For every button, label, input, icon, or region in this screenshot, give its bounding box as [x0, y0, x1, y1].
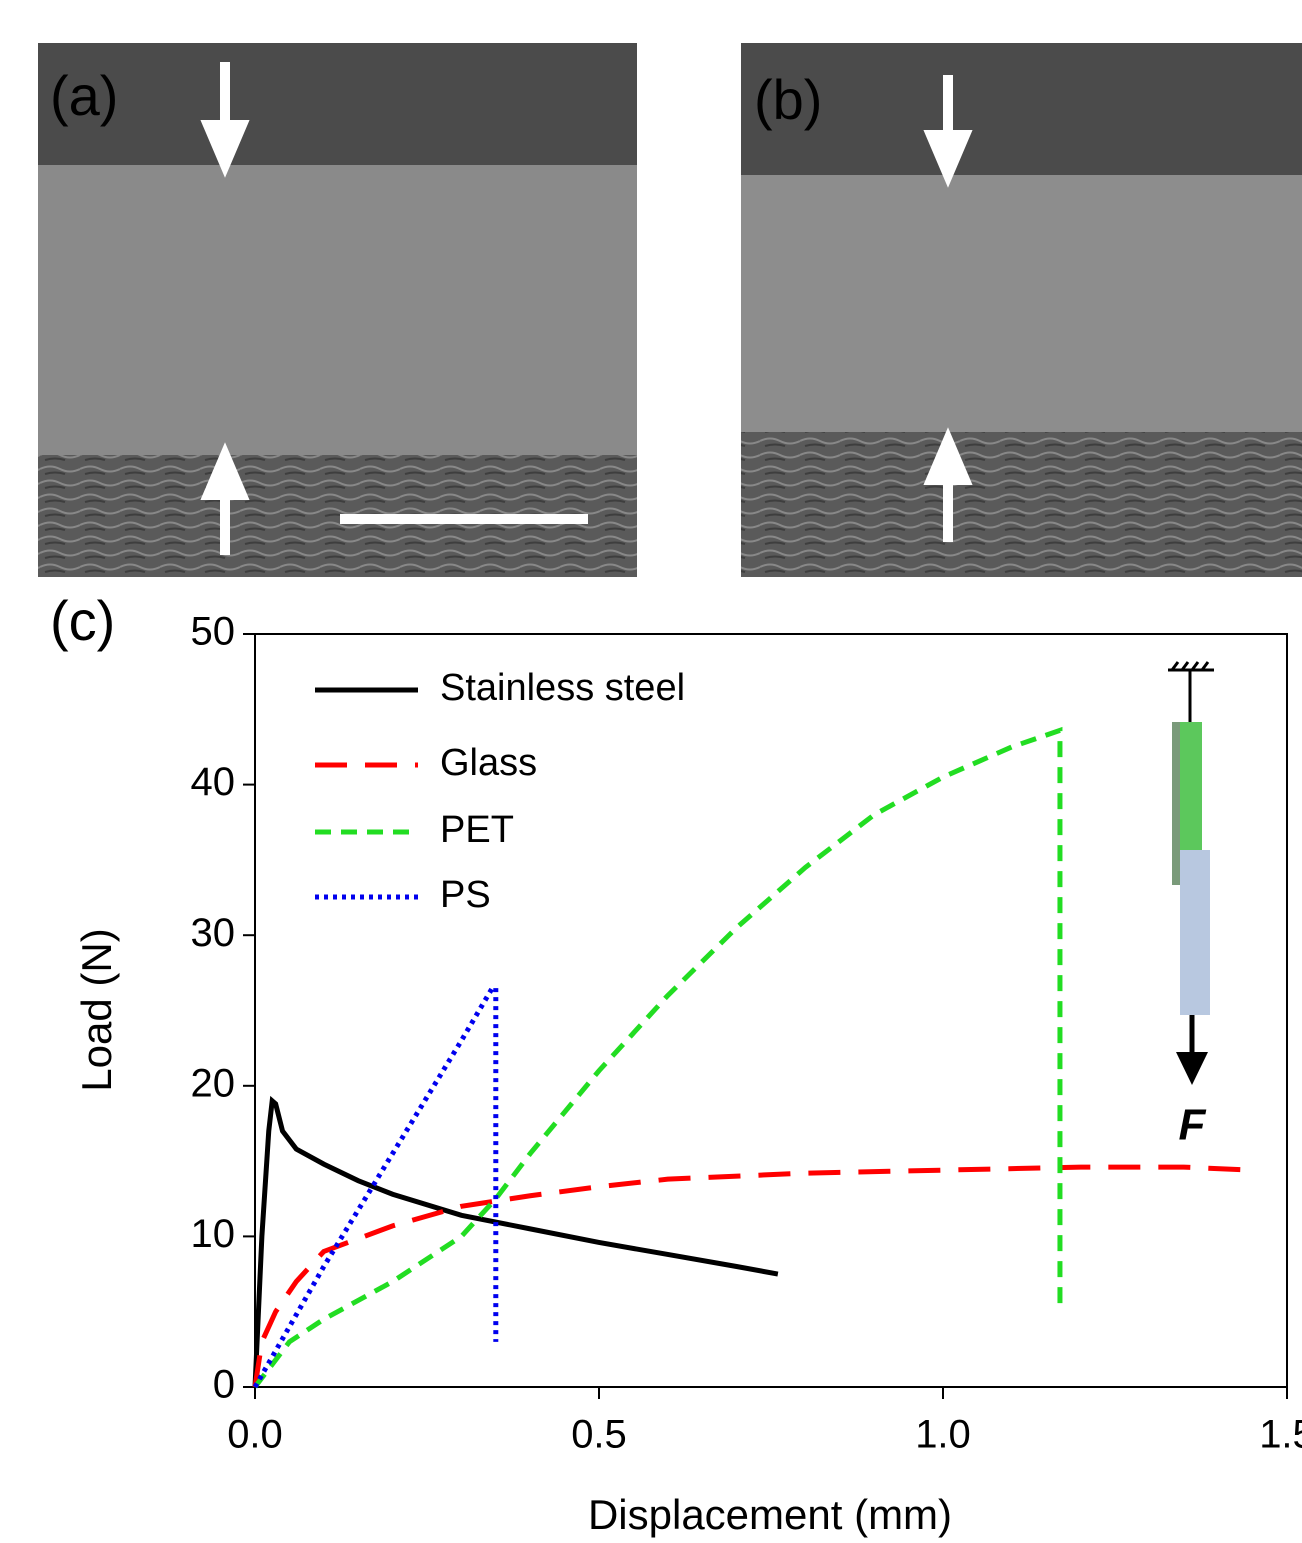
legend-label: PET [440, 809, 514, 851]
y-tick-label: 50 [191, 610, 236, 654]
y-tick-label: 30 [191, 911, 236, 955]
panel-label: (a) [50, 64, 118, 127]
legend-label: Stainless steel [440, 667, 685, 709]
x-tick-label: 1.5 [1259, 1413, 1302, 1457]
inset-label: F [1179, 1101, 1207, 1150]
figure: (a) (b) (c) F 0 10 20 30 40 50 0.0 0.5 1.0 1.5 Dis… [0, 0, 1302, 1543]
y-tick-label: 10 [191, 1212, 236, 1256]
y-tick-label: 0 [213, 1363, 235, 1407]
y-axis-label: Load (N) [73, 928, 120, 1091]
data-line [255, 1101, 778, 1387]
sem-image-b: (b) [741, 43, 1302, 577]
y-tick-label: 40 [191, 760, 236, 804]
plot: 0 10 20 30 40 50 0.0 0.5 1.0 1.5 Displacement (mm)… [73, 610, 1302, 1539]
x-tick-label: 0.0 [227, 1413, 283, 1457]
page: {"panels": {"a": "(a)", "b": "(b)", "c":… [0, 0, 1302, 1543]
y-tick-label: 20 [191, 1061, 236, 1105]
sem-image-a: (a) [38, 43, 637, 577]
x-axis-label: Displacement (mm) [588, 1491, 952, 1538]
panel-label: (b) [754, 68, 822, 131]
x-tick-label: 0.5 [571, 1413, 627, 1457]
panel-label: (c) [50, 589, 115, 652]
legend-label: PS [440, 874, 491, 916]
data-line [255, 730, 1060, 1387]
inset-schematic: F [1168, 662, 1214, 1150]
x-tick-label: 1.0 [915, 1413, 971, 1457]
legend-label: Glass [440, 742, 537, 784]
